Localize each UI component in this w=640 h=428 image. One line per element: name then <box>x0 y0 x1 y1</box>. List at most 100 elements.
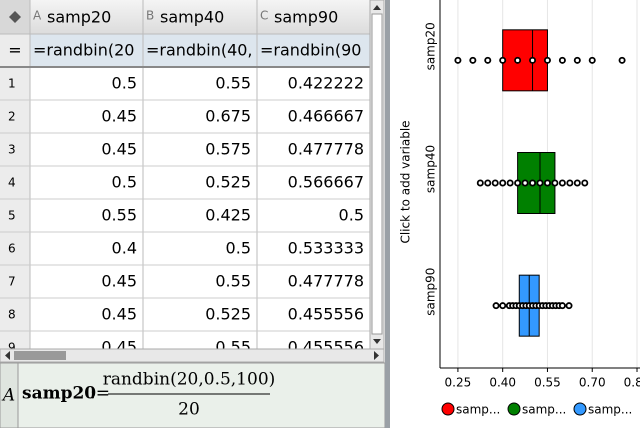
data-point <box>476 179 484 187</box>
x-tick-label: 0.55 <box>534 376 561 390</box>
y-category-label: samp20 <box>424 22 438 70</box>
cell: 0.525 <box>205 305 251 324</box>
data-point <box>506 179 514 187</box>
legend-swatch <box>441 402 455 416</box>
row-number: 3 <box>8 143 16 157</box>
cell: 0.5 <box>339 206 364 225</box>
column-letter: A <box>33 9 42 23</box>
data-point <box>536 179 544 187</box>
data-point <box>529 179 537 187</box>
data-point <box>529 56 537 64</box>
entry-operator: := <box>90 384 110 404</box>
legend-label: samp... <box>588 403 632 417</box>
column-name: samp90 <box>274 8 338 27</box>
cell: 0.45 <box>101 338 137 357</box>
cell: 0.55 <box>215 74 251 93</box>
cell: 0.566667 <box>288 173 364 192</box>
row-number-column <box>0 34 30 349</box>
cell: 0.45 <box>101 107 137 126</box>
cell: 0.477778 <box>288 140 364 159</box>
data-point <box>521 179 529 187</box>
column-name: samp40 <box>160 8 224 27</box>
data-point <box>484 56 492 64</box>
data-point <box>573 179 581 187</box>
cell: 0.55 <box>215 338 251 357</box>
cell: 0.575 <box>205 140 251 159</box>
cell: 0.5 <box>112 173 137 192</box>
cell: 0.533333 <box>288 239 364 258</box>
data-point <box>618 56 626 64</box>
legend-swatch <box>507 402 521 416</box>
row-number: 7 <box>8 275 16 289</box>
column-formula: =randbin(40, <box>146 41 253 60</box>
cell: 0.55 <box>101 206 137 225</box>
horizontal-scrollbar[interactable] <box>0 348 385 363</box>
row-number: 4 <box>8 176 16 190</box>
legend-swatch <box>573 402 587 416</box>
y-category-label: samp40 <box>424 145 438 193</box>
legend-label: samp... <box>456 403 500 417</box>
data-point <box>491 179 499 187</box>
data-point <box>588 56 596 64</box>
row-number: 5 <box>8 209 16 223</box>
data-point <box>514 56 522 64</box>
cell: 0.477778 <box>288 272 364 291</box>
cell: 0.455556 <box>288 305 364 324</box>
formula-row <box>0 34 370 67</box>
row-number: 6 <box>8 242 16 256</box>
legend-label: samp... <box>522 403 566 417</box>
data-point <box>565 302 573 310</box>
entry-label: A <box>1 386 15 406</box>
horizontal-scroll-thumb[interactable] <box>14 351 66 360</box>
x-tick-label: 0.85 <box>624 376 640 390</box>
data-point <box>551 179 559 187</box>
column-formula: =randbin(90 <box>260 41 361 60</box>
x-tick-label: 0.40 <box>489 376 516 390</box>
row-number: 9 <box>8 341 16 355</box>
column-letter: B <box>146 9 154 23</box>
data-point <box>492 302 500 310</box>
row-number: 1 <box>8 77 16 91</box>
entry-lhs: samp20 <box>22 384 96 404</box>
data-point <box>499 56 507 64</box>
cell: 0.4 <box>112 239 137 258</box>
cell: 0.45 <box>101 305 137 324</box>
data-point <box>573 56 581 64</box>
column-name: samp20 <box>47 8 111 27</box>
entry-line[interactable] <box>0 362 386 428</box>
data-point <box>566 179 574 187</box>
box <box>502 29 548 92</box>
y-category-label: samp90 <box>424 268 438 316</box>
header-row <box>0 0 370 34</box>
cell: 0.455556 <box>288 338 364 357</box>
cell: 0.55 <box>215 272 251 291</box>
entry-denominator: 20 <box>178 400 200 420</box>
cell: 0.525 <box>205 173 251 192</box>
cell: 0.5 <box>226 239 251 258</box>
data-point <box>558 179 566 187</box>
add-variable-hint[interactable]: Click to add variable <box>399 120 413 243</box>
data-point <box>581 179 589 187</box>
column-formula: =randbin(20 <box>33 41 134 60</box>
data-point <box>499 302 507 310</box>
cell: 0.466667 <box>288 107 364 126</box>
cell: 0.45 <box>101 140 137 159</box>
cell: 0.5 <box>112 74 137 93</box>
x-tick-label: 0.25 <box>445 376 472 390</box>
entry-label-box <box>0 362 19 428</box>
data-point <box>543 56 551 64</box>
data-point <box>469 56 477 64</box>
box-plot: 0.25 0.40 0.55 0.70 0.85 samp20 samp... samp40 s… <box>424 0 640 417</box>
data-point <box>558 56 566 64</box>
data-point <box>543 179 551 187</box>
cell: 0.45 <box>101 272 137 291</box>
data-point <box>514 179 522 187</box>
cell: 0.422222 <box>288 74 364 93</box>
vertical-scroll-thumb[interactable] <box>371 13 383 335</box>
data-point <box>484 179 492 187</box>
column-letter: C <box>260 9 268 23</box>
x-tick-label: 0.70 <box>579 376 606 390</box>
